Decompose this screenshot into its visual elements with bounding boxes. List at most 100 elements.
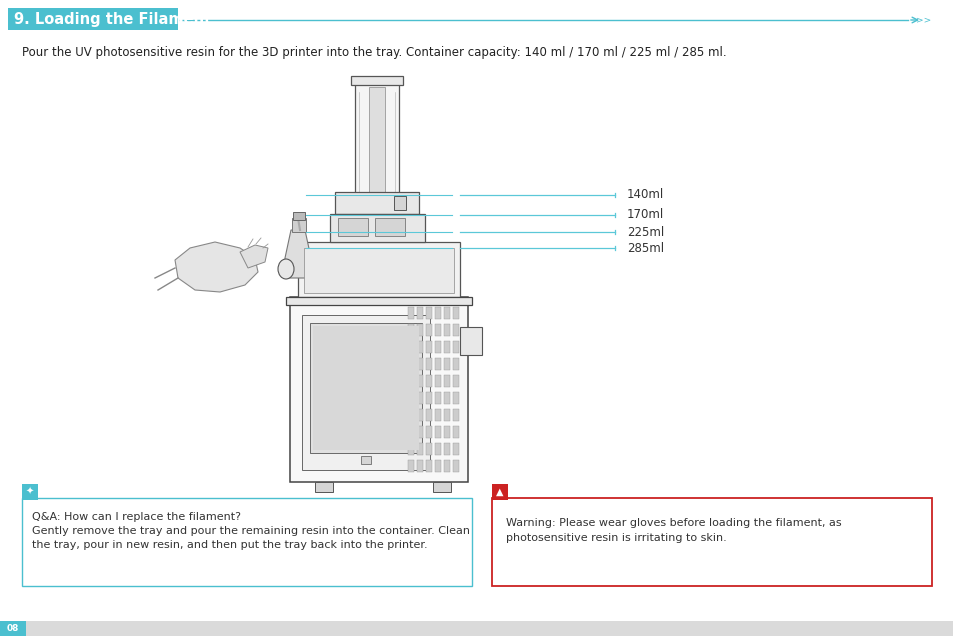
Bar [310,323,421,453]
Bar [360,456,371,464]
Bar [408,307,414,319]
Bar [426,341,432,353]
Bar [22,484,38,500]
Bar [292,218,306,232]
Polygon shape [240,245,268,268]
Bar [433,482,451,492]
Bar [314,482,333,492]
Bar [426,409,432,421]
Bar [443,324,450,336]
Text: 170ml: 170ml [626,209,663,221]
Bar [426,392,432,404]
Ellipse shape [277,259,294,279]
Bar [443,409,450,421]
Bar [435,392,440,404]
Bar [453,358,458,370]
Bar [304,248,454,293]
Bar [426,443,432,455]
Text: Warning: Please wear gloves before loading the filament, as
photosensitive resin: Warning: Please wear gloves before loadi… [505,518,841,543]
Bar [435,307,440,319]
Bar [435,324,440,336]
Bar [375,218,405,236]
Bar [435,341,440,353]
Bar [335,192,418,214]
Bar [286,297,472,305]
Text: 9. Loading the Filament: 9. Loading the Filament [14,12,211,27]
Bar [0,621,953,636]
Bar [443,460,450,472]
Text: ✦: ✦ [26,487,34,497]
Polygon shape [174,242,257,292]
Bar [453,375,458,387]
Bar [426,324,432,336]
Bar [426,358,432,370]
Bar [435,358,440,370]
Bar [459,327,481,355]
Text: Pour the UV photosensitive resin for the 3D printer into the tray. Container cap: Pour the UV photosensitive resin for the… [22,46,726,59]
Text: 08: 08 [7,624,19,633]
Bar [416,375,422,387]
Text: ▲: ▲ [496,487,503,497]
Bar [394,196,406,210]
Bar [443,358,450,370]
Bar [297,242,459,297]
Bar [435,426,440,438]
Text: 285ml: 285ml [626,242,663,254]
Bar [453,341,458,353]
Bar [408,341,414,353]
Bar [330,214,424,242]
Text: Q&A: How can I replace the filament?: Q&A: How can I replace the filament? [32,512,241,522]
Bar [435,443,440,455]
Bar [8,8,178,30]
Bar [416,409,422,421]
Bar [408,375,414,387]
Bar [453,426,458,438]
Bar [351,76,402,85]
Bar [453,307,458,319]
Polygon shape [285,230,311,278]
Bar [426,307,432,319]
Bar [408,358,414,370]
Bar [408,443,414,455]
Bar [416,358,422,370]
Text: Gently remove the tray and pour the remaining resin into the container. Clean
th: Gently remove the tray and pour the rema… [32,526,470,550]
Bar [408,392,414,404]
Bar [0,621,26,636]
Bar [408,409,414,421]
Bar [492,484,507,500]
Bar [302,315,430,470]
Text: >>: >> [915,15,930,25]
Bar [492,498,931,586]
Bar [313,326,418,450]
Bar [416,324,422,336]
Bar [408,426,414,438]
Bar [426,375,432,387]
Bar [337,218,368,236]
Bar [416,307,422,319]
Bar [453,324,458,336]
Bar [443,392,450,404]
Bar [293,212,305,220]
Bar [290,297,468,482]
Bar [453,392,458,404]
Bar [443,341,450,353]
Bar [443,307,450,319]
Bar [435,460,440,472]
Bar [426,426,432,438]
Text: 140ml: 140ml [626,188,663,202]
Bar [443,426,450,438]
Bar [369,87,385,217]
Bar [416,460,422,472]
Bar [355,82,398,222]
Bar [426,460,432,472]
Bar [453,409,458,421]
Bar [453,460,458,472]
Bar [435,409,440,421]
Bar [443,375,450,387]
Bar [435,375,440,387]
Bar [443,443,450,455]
Bar [416,426,422,438]
Text: 225ml: 225ml [626,226,663,238]
Bar [416,443,422,455]
Bar [408,324,414,336]
